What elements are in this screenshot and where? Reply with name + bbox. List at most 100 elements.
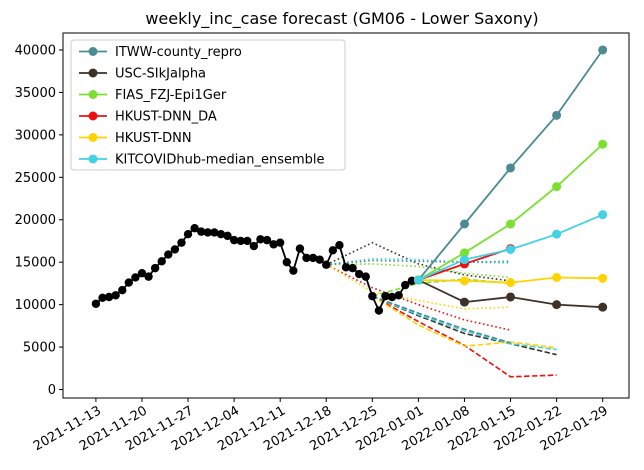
plot-area [91, 45, 608, 378]
y-tick-label: 10000 [15, 298, 56, 313]
observed-point [407, 276, 417, 286]
legend-box [70, 39, 346, 171]
observed-point [229, 235, 239, 245]
past-forecast-line [371, 295, 557, 349]
observed-point [328, 246, 338, 255]
y-tick-label: 35000 [15, 86, 56, 101]
observed-point [348, 263, 357, 273]
past-forecast-line [371, 295, 557, 351]
past-forecast-line [326, 257, 511, 266]
observed-point [308, 253, 318, 263]
observed-point [269, 240, 278, 249]
y-tick-label: 0 [48, 383, 56, 398]
observed-point [335, 241, 344, 250]
observed-point [374, 306, 384, 315]
series-point [598, 139, 608, 149]
legend-label: HKUST-DNN [115, 131, 192, 146]
series-point [459, 276, 469, 286]
past-forecast-line [325, 263, 511, 331]
observed-point [302, 253, 311, 263]
legend-swatch-marker [88, 90, 98, 99]
past-forecast-line [325, 241, 511, 282]
chart-title: weekly_inc_case forecast (GM06 - Lower S… [145, 9, 538, 29]
plot-frame [62, 32, 630, 399]
observed-point [289, 266, 298, 275]
legend-label: FIAS_FZJ-Epi1Ger [115, 88, 227, 103]
legend-label: USC-SIkJalpha [115, 67, 206, 82]
observed-point [98, 293, 107, 303]
observed-point [282, 257, 291, 267]
observed-point [361, 272, 370, 281]
series-point [506, 163, 516, 173]
series-point [459, 219, 469, 229]
series-point [598, 45, 608, 55]
series-point [598, 302, 608, 312]
observed-point [137, 269, 147, 278]
observed-point [170, 245, 180, 254]
observed-point [197, 227, 206, 236]
observed-point [210, 228, 219, 237]
observed-point [124, 278, 134, 287]
legend-swatch-marker [88, 133, 98, 142]
observed-point [243, 236, 252, 246]
observed-point [249, 241, 259, 251]
legend-label: KITCOVIDhub-median_ensemble [115, 153, 325, 168]
series-point [459, 248, 469, 258]
past-forecast-line [372, 278, 511, 297]
legend-label: ITWW-county_repro [115, 45, 242, 60]
legend-swatch-marker [88, 111, 98, 121]
y-tick-label: 30000 [15, 128, 56, 143]
legend-swatch-marker [88, 47, 98, 56]
series-point [506, 278, 516, 288]
y-tick-label: 40000 [15, 43, 56, 58]
series-point [552, 300, 562, 310]
series-point [598, 210, 608, 220]
y-tick-label: 20000 [15, 213, 56, 228]
series-point [552, 182, 562, 192]
series-point [459, 297, 469, 307]
observed-point [236, 236, 245, 246]
series-point [459, 255, 469, 265]
observed-point [104, 292, 114, 302]
observed-point [256, 235, 265, 244]
observed-point [322, 260, 331, 269]
observed-point [144, 272, 153, 281]
past-forecast-line [372, 295, 511, 344]
series-point [506, 292, 516, 302]
series-point [506, 219, 516, 229]
observed-point [203, 228, 212, 237]
observed-point [295, 244, 305, 253]
observed-point [91, 299, 101, 308]
past-forecast-line [326, 263, 511, 279]
y-tick-label: 5000 [23, 341, 56, 356]
y-tick-label: 25000 [15, 171, 56, 186]
observed-point [315, 255, 324, 264]
observed-point [177, 238, 186, 247]
legend-swatch-marker [88, 154, 98, 164]
observed-point [341, 263, 351, 272]
legend-swatch-marker [88, 68, 98, 78]
observed-point [150, 263, 160, 273]
series-point [413, 275, 423, 285]
legend: ITWW-county_repro USC-SIkJalpha FIAS_FZJ-E… [70, 39, 346, 171]
observed-point [368, 291, 377, 301]
observed-point [111, 291, 120, 300]
observed-point [131, 273, 140, 282]
series-point [598, 273, 608, 283]
past-forecast-line [326, 259, 511, 266]
observed-point [401, 280, 410, 290]
y-tick-label: 15000 [15, 256, 56, 271]
series-point [552, 272, 562, 282]
observed-point [216, 229, 226, 239]
series-point [506, 244, 516, 254]
observed-point [190, 224, 199, 233]
observed-point [275, 238, 285, 247]
observed-point [164, 250, 173, 259]
observed-point [223, 231, 232, 241]
observed-point [381, 291, 390, 301]
observed-point [387, 292, 397, 302]
observed-point [354, 269, 364, 279]
observed-point [157, 257, 166, 266]
